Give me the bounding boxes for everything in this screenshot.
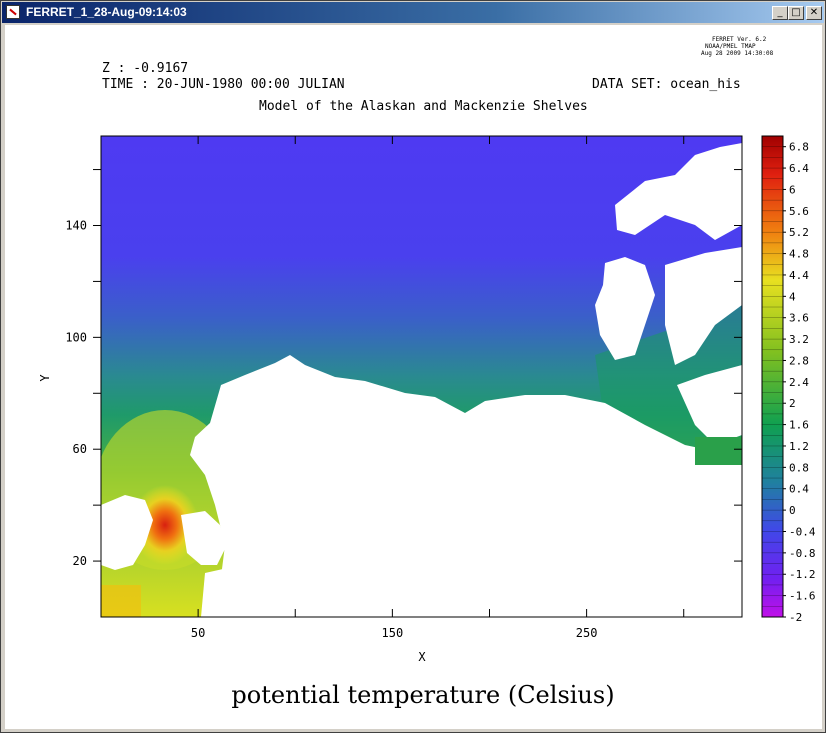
y-tick-label: 60 bbox=[73, 442, 87, 456]
colorbar-label: 6.8 bbox=[789, 141, 809, 154]
ferret-app-icon bbox=[6, 5, 20, 19]
colorbar-label: 0 bbox=[789, 504, 796, 517]
warm-corner bbox=[101, 585, 141, 617]
time-label: TIME : 20-JUN-1980 00:00 JULIAN bbox=[102, 77, 345, 92]
island-north-mask bbox=[615, 143, 742, 240]
x-axis-label: X bbox=[418, 650, 426, 664]
colorbar-label: -2 bbox=[789, 611, 802, 624]
window-title: FERRET_1_28-Aug-09:14:03 bbox=[26, 5, 187, 19]
south-land-mask bbox=[201, 565, 241, 617]
colorbar-label: 2.8 bbox=[789, 354, 809, 367]
island-southeast-mask bbox=[677, 365, 742, 445]
chart-title: Model of the Alaskan and Mackenzie Shelv… bbox=[259, 99, 588, 114]
colorbar-label: -1.2 bbox=[789, 568, 816, 581]
y-tick-label: 20 bbox=[73, 554, 87, 568]
colorbar-label: 5.2 bbox=[789, 226, 809, 239]
institution-label: NOAA/PMEL TMAP bbox=[705, 43, 756, 50]
temperature-field bbox=[101, 136, 742, 617]
colorbar-bands bbox=[762, 146, 783, 607]
colorbar-label: 5.6 bbox=[789, 205, 809, 218]
dataset-label: DATA SET: ocean_his bbox=[592, 77, 741, 92]
colorbar-label: 1.2 bbox=[789, 440, 809, 453]
plot-date-label: Aug 28 2009 14:30:08 bbox=[701, 50, 774, 57]
close-button[interactable]: ✕ bbox=[806, 6, 822, 20]
y-axis-label: Y bbox=[38, 374, 52, 382]
y-tick-label: 140 bbox=[65, 218, 87, 232]
colorbar-label: 6 bbox=[789, 183, 796, 196]
variable-caption: potential temperature (Celsius) bbox=[231, 681, 614, 709]
minimize-button[interactable]: _ bbox=[772, 6, 788, 20]
colorbar-label: 2.4 bbox=[789, 376, 809, 389]
colorbar-label: 6.4 bbox=[789, 162, 809, 175]
mainland-east-mask bbox=[695, 465, 742, 617]
west-land-mask bbox=[101, 495, 153, 570]
y-tick-label: 100 bbox=[65, 330, 87, 344]
heatmap-chart: FERRET Ver. 6.2 NOAA/PMEL TMAP Aug 28 20… bbox=[38, 36, 816, 709]
colorbar-label: -0.8 bbox=[789, 547, 816, 560]
colorbar-label: 3.2 bbox=[789, 333, 809, 346]
y-axis: 20 60 100 140 bbox=[65, 169, 742, 568]
colorbar-label: 0.8 bbox=[789, 461, 809, 474]
plot-canvas: FERRET Ver. 6.2 NOAA/PMEL TMAP Aug 28 20… bbox=[5, 25, 822, 729]
x-tick-label: 150 bbox=[382, 626, 404, 640]
island-east-mask bbox=[665, 247, 742, 365]
z-level-label: Z : -0.9167 bbox=[102, 61, 188, 76]
maximize-button[interactable]: □ bbox=[788, 6, 804, 20]
x-axis: 50 150 250 bbox=[191, 136, 685, 640]
island-mid-mask bbox=[595, 257, 655, 360]
plot-frame bbox=[100, 135, 743, 618]
colorbar-label: 0.4 bbox=[789, 483, 809, 496]
colorbar-label: 3.6 bbox=[789, 312, 809, 325]
colorbar bbox=[761, 135, 784, 618]
colorbar-label: 4.8 bbox=[789, 248, 809, 261]
shelf-green-patch bbox=[695, 437, 742, 465]
colorbar-label: -0.4 bbox=[789, 525, 816, 538]
colorbar-label: 4 bbox=[789, 290, 796, 303]
island-land-mask bbox=[181, 511, 227, 565]
colorbar-label: -1.6 bbox=[789, 590, 816, 603]
hot-spot bbox=[131, 485, 199, 565]
x-tick-label: 50 bbox=[191, 626, 205, 640]
title-bar[interactable]: FERRET_1_28-Aug-09:14:03 _ □ ✕ bbox=[2, 2, 824, 23]
x-tick-label: 250 bbox=[576, 626, 598, 640]
alaska-land-mask bbox=[190, 355, 742, 617]
colorbar-labels: 6.8 6.4 6 5.6 5.2 4.8 4.4 4 3.6 3.2 2.8 2.4 2 1.6 1.2 0… bbox=[783, 141, 816, 624]
colorbar-label: 4.4 bbox=[789, 269, 809, 282]
colorbar-label: 2 bbox=[789, 397, 796, 410]
colorbar-label: 1.6 bbox=[789, 419, 809, 432]
ferret-version-label: FERRET Ver. 6.2 bbox=[712, 36, 767, 43]
